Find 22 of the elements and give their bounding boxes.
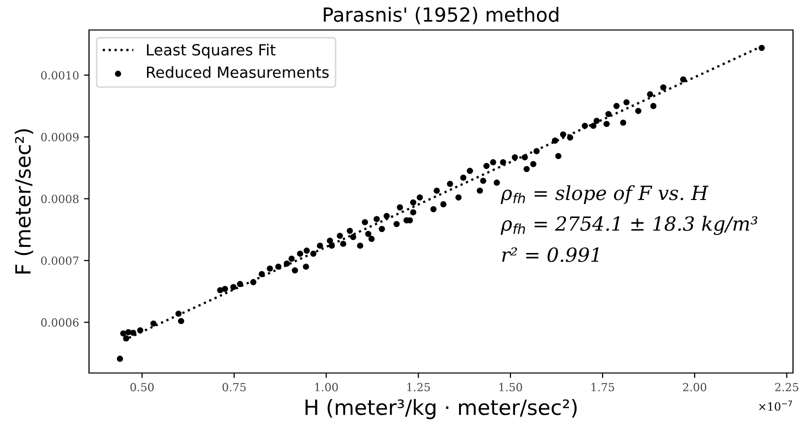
y-tick-label: 0.0007 bbox=[41, 256, 78, 265]
x-tick-label: 2.25 bbox=[775, 382, 798, 392]
text: ×10$^{−7}$ bbox=[759, 400, 792, 411]
annotation: r² = 0.991 bbox=[502, 247, 598, 262]
x-tick-label: 2.00 bbox=[683, 382, 706, 392]
y-tick-label: 0.0008 bbox=[41, 194, 79, 204]
y-axis-title: F (meter/sec²) bbox=[14, 129, 34, 274]
x-tick-label: 1.00 bbox=[315, 382, 338, 392]
legend-label: Reduced Measurements bbox=[147, 66, 329, 78]
annotation: ρ$_{fh}$ = slope of F vs. H bbox=[500, 185, 708, 204]
annotation: ρ$_{fh}$ = 2754.1 ± 18.3 kg/m³ bbox=[500, 216, 758, 235]
x-axis-title: H (meter³/kg · meter/sec²) bbox=[306, 399, 577, 420]
chart-title: Parasnis' (1952) method bbox=[324, 6, 558, 24]
x-tick-label: 0.75 bbox=[222, 382, 246, 392]
x-tick-label: 0.50 bbox=[130, 382, 154, 392]
y-tick-label: 0.0006 bbox=[41, 318, 79, 327]
x-tick-label: 1.50 bbox=[499, 382, 522, 392]
y-tick-label: 0.0009 bbox=[41, 132, 79, 142]
x-tick-label: 1.25 bbox=[407, 382, 430, 392]
x-tick-label: 1.75 bbox=[592, 382, 614, 392]
legend-label: Least Squares Fit bbox=[147, 44, 276, 59]
y-tick-label: 0.0010 bbox=[41, 71, 79, 80]
